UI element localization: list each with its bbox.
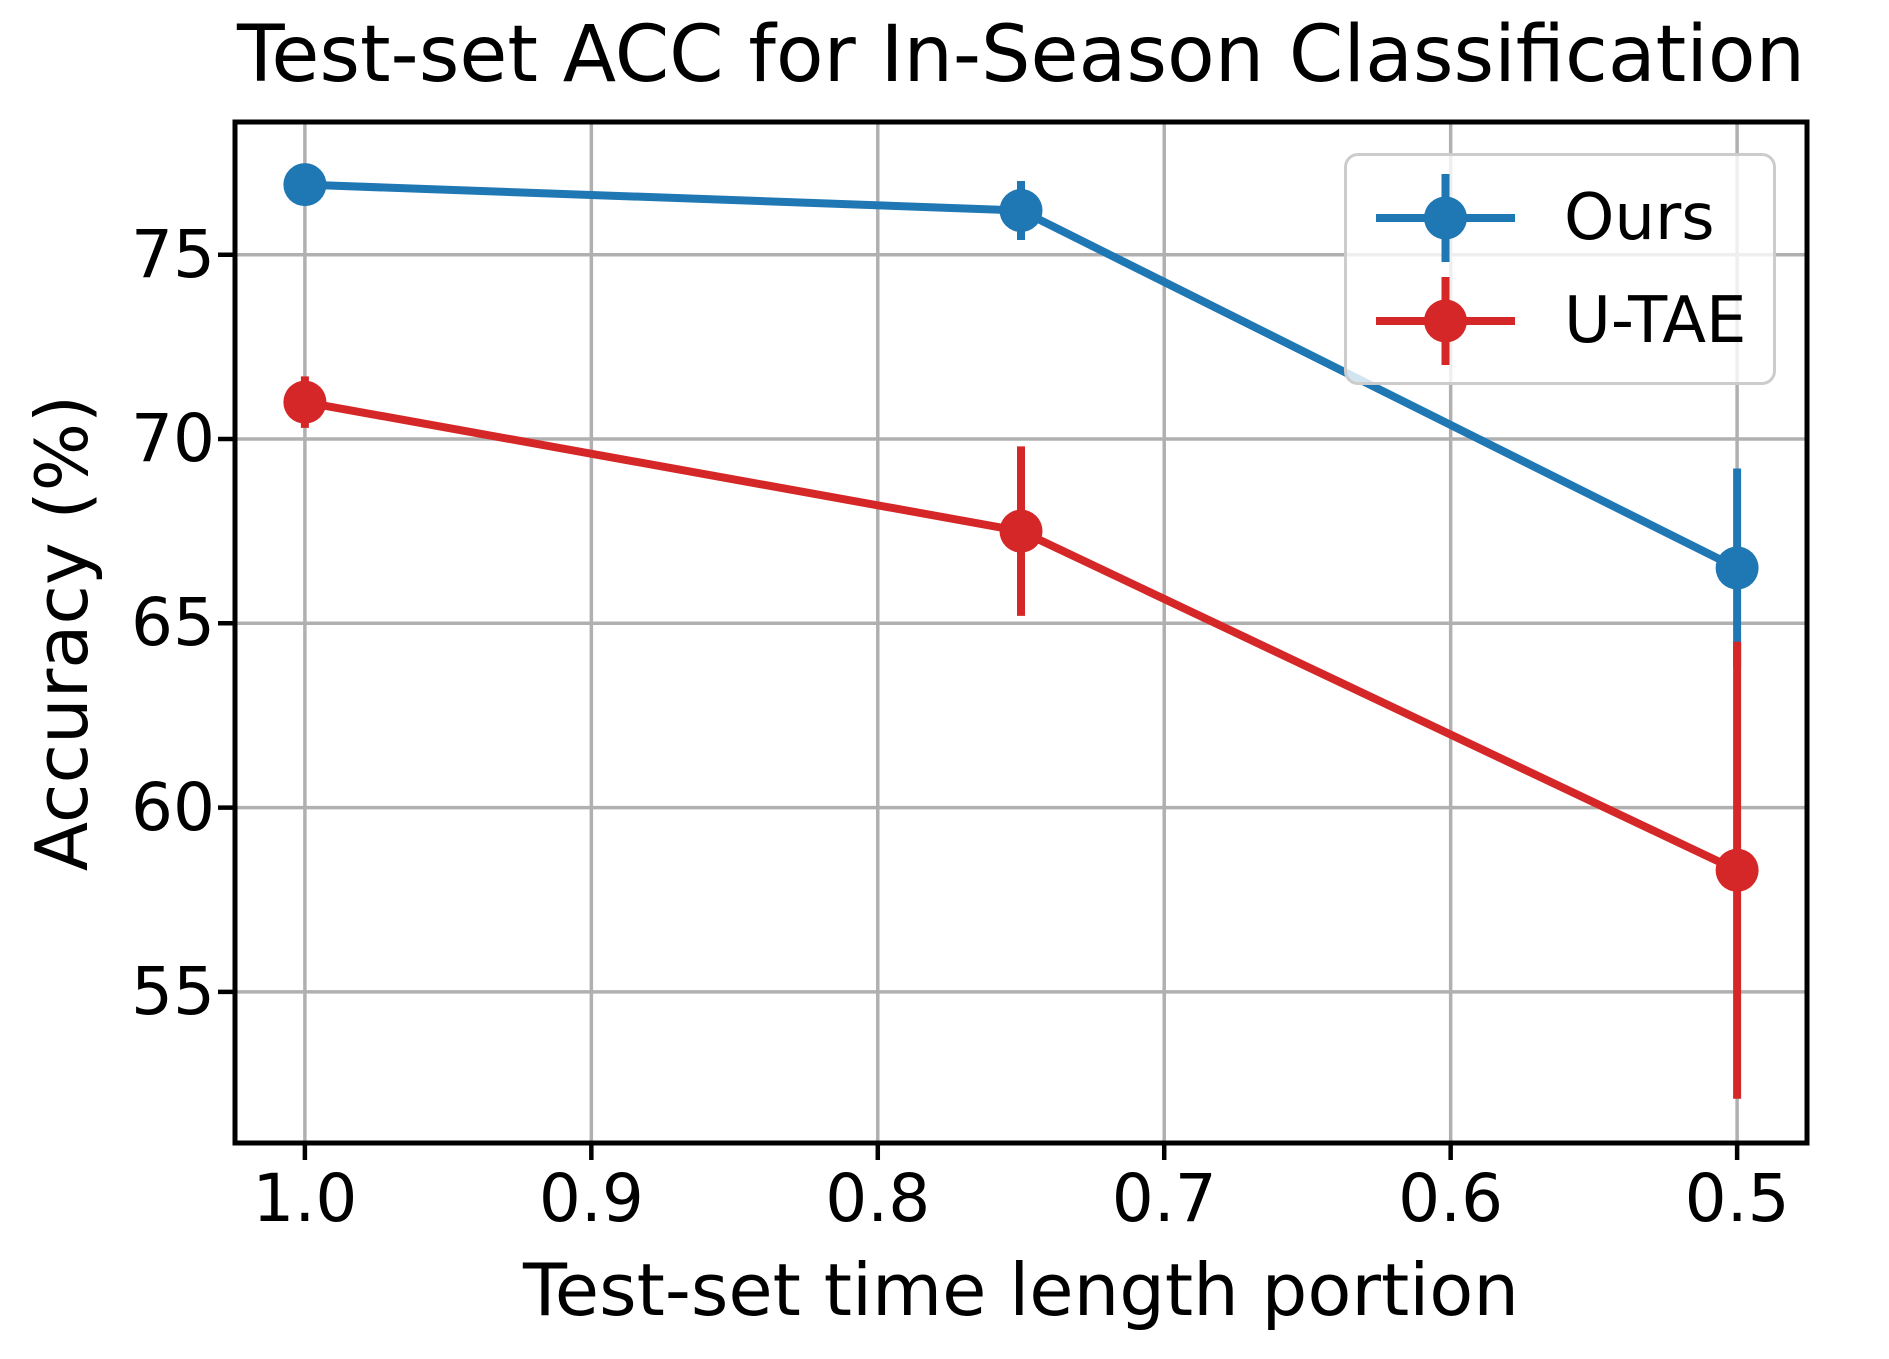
x-tick-label: 0.5 [1684, 1160, 1790, 1237]
y-tick-label: 70 [131, 399, 215, 477]
y-tick-label: 55 [131, 952, 215, 1030]
x-axis-label: Test-set time length portion [523, 1248, 1519, 1332]
x-tick-label: 1.0 [252, 1160, 358, 1237]
y-tick-label: 75 [131, 215, 215, 293]
data-point-ours [283, 163, 327, 207]
x-tick-label: 0.9 [538, 1160, 644, 1237]
legend-entry: Ours [1373, 168, 1747, 268]
data-point-ours [1715, 546, 1759, 590]
chart-title: Test-set ACC for In-Season Classificatio… [236, 10, 1806, 100]
legend: Ours U-TAE [1344, 153, 1776, 385]
data-point-u-tae [283, 380, 327, 424]
y-tick-label: 65 [131, 584, 215, 662]
legend-errorbar-marker-icon [1376, 173, 1515, 262]
data-point-ours [999, 188, 1043, 232]
axes-spines [232, 119, 1810, 1146]
legend-errorbar-marker-icon [1376, 276, 1515, 365]
x-tick-label: 0.6 [1398, 1160, 1504, 1237]
y-tick-label: 60 [131, 768, 215, 846]
legend-entry-label: U-TAE [1564, 283, 1747, 358]
data-point-u-tae [999, 509, 1043, 553]
y-axis-label: Accuracy (%) [20, 394, 104, 872]
x-tick-label: 0.7 [1111, 1160, 1217, 1237]
legend-entry-label: Ours [1564, 180, 1715, 255]
legend-entry: U-TAE [1373, 271, 1747, 371]
x-tick-label: 0.8 [825, 1160, 931, 1237]
data-point-u-tae [1715, 848, 1759, 892]
